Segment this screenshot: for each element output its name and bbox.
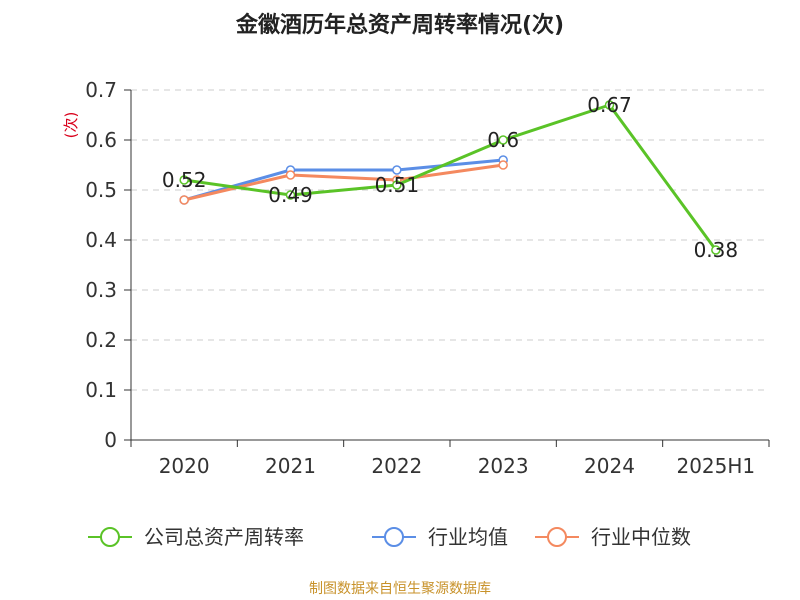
legend-label: 公司总资产周转率	[144, 525, 304, 549]
axes: 0 0.1 0.2 0.3 0.4 0.5 0.6 0.7 2020 2021 2022 2023 20…	[85, 78, 770, 478]
legend-marker	[100, 527, 120, 547]
data-point	[285, 170, 296, 180]
data-point	[285, 190, 296, 200]
source-note: 制图数据来自恒生聚源数据库	[309, 581, 491, 597]
legend: 公司总资产周转率 行业均值 行业中位数	[88, 525, 691, 549]
y-tick-label: 0	[104, 428, 117, 452]
data-point	[179, 195, 189, 205]
data-label: 0.38	[694, 238, 739, 262]
grid-lines	[131, 89, 769, 391]
legend-marker	[384, 527, 404, 547]
x-tick-label: 2020	[159, 454, 210, 478]
chart-title: 金徽酒历年总资产周转率情况(次)	[235, 12, 564, 38]
y-tick-label: 0.6	[85, 128, 117, 152]
legend-marker	[547, 527, 567, 547]
x-tick-label: 2024	[584, 454, 635, 478]
x-tick-label: 2022	[371, 454, 422, 478]
data-label: 0.67	[587, 93, 632, 117]
series-line-0	[183, 103, 718, 251]
y-tick-label: 0.5	[85, 178, 117, 202]
x-tick-label: 2025H1	[676, 454, 755, 478]
x-tick-label: 2021	[265, 454, 316, 478]
data-point	[498, 135, 508, 145]
data-point	[711, 245, 721, 255]
data-label: 0.49	[268, 183, 313, 207]
legend-label: 行业均值	[428, 525, 508, 549]
series-line-1	[183, 158, 504, 202]
y-tick-label: 0.3	[85, 278, 117, 302]
y-axis-label: (次)	[62, 112, 80, 139]
data-point	[604, 100, 615, 110]
data-label: 0.52	[162, 168, 207, 192]
series-group	[179, 100, 721, 255]
data-label: 0.6	[487, 128, 519, 152]
data-point	[392, 180, 402, 190]
data-point	[179, 175, 189, 185]
data-point	[392, 165, 402, 175]
y-tick-label: 0.7	[85, 78, 117, 102]
y-tick-label: 0.2	[85, 328, 117, 352]
y-tick-label: 0.4	[85, 228, 117, 252]
y-tick-label: 0.1	[85, 378, 117, 402]
data-label: 0.51	[375, 173, 420, 197]
data-point	[498, 160, 508, 170]
x-tick-label: 2023	[478, 454, 529, 478]
legend-label: 行业中位数	[591, 525, 691, 549]
data-labels: 0.52 0.49 0.51 0.6 0.67 0.38	[162, 93, 738, 262]
